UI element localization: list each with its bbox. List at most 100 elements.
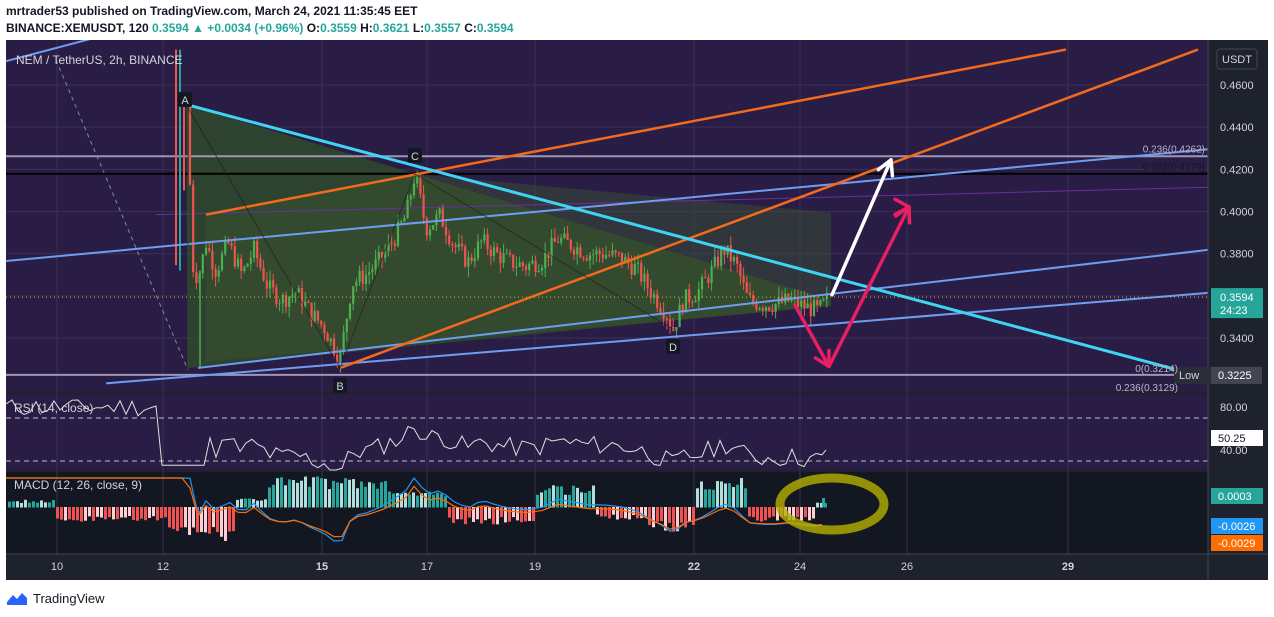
candle-body <box>252 240 256 258</box>
candle-body <box>454 244 457 248</box>
candle-body <box>723 248 726 255</box>
candle-body <box>284 295 288 307</box>
macd-histogram-bar <box>616 507 619 520</box>
macd-histogram-bar <box>284 485 287 508</box>
candle-body <box>220 253 224 271</box>
macd-histogram-bar <box>432 494 435 508</box>
fib-label: 0.236(0.4262) <box>1143 144 1205 155</box>
candle-body <box>444 226 448 236</box>
last-price-tag <box>1211 288 1263 319</box>
macd-histogram-bar <box>448 507 451 518</box>
candle-body <box>588 255 592 261</box>
candle-body <box>390 242 393 244</box>
candle-body <box>700 277 704 290</box>
candle-body <box>601 254 604 259</box>
macd-histogram-bar <box>384 481 387 508</box>
macd-histogram-bar <box>472 507 475 522</box>
close-value: 0.3594 <box>476 21 514 35</box>
candle-body <box>585 258 588 261</box>
macd-histogram-bar <box>348 479 351 508</box>
rsi-value: 50.25 <box>1218 433 1246 445</box>
candle-body <box>819 300 822 305</box>
macd-histogram-bar <box>364 486 367 508</box>
macd-histogram-bar <box>796 507 799 517</box>
macd-signal-line <box>6 477 823 538</box>
macd-histogram-bar <box>368 482 371 508</box>
candle-body <box>803 300 806 309</box>
price-change: ▲ +0.0034 (+0.96%) <box>192 21 304 35</box>
candle-body <box>201 254 204 274</box>
macd-histogram-bar <box>464 507 467 525</box>
candle-body <box>684 289 688 313</box>
macd-histogram-bar <box>660 507 663 522</box>
candle-body <box>646 273 649 288</box>
candle-body <box>528 263 531 270</box>
candle-body <box>476 241 480 259</box>
candle-body <box>438 208 441 215</box>
macd-value-signal: -0.0029 <box>1218 538 1255 550</box>
macd-histogram-bar <box>208 507 211 534</box>
macd-histogram-bar <box>480 507 483 524</box>
candle-body <box>499 252 502 264</box>
candle-body <box>518 262 521 267</box>
macd-histogram-bar <box>296 482 299 508</box>
candle-body <box>697 289 700 301</box>
macd-histogram-bar <box>640 507 643 519</box>
macd-histogram-bar <box>256 500 259 508</box>
candle-body <box>764 307 768 311</box>
candle-body <box>713 256 716 267</box>
candle-body <box>572 249 576 255</box>
candle-body <box>422 194 425 219</box>
candle-body <box>364 274 368 284</box>
rsi-pane[interactable] <box>6 395 1208 470</box>
price-axis-tick: 0.4200 <box>1220 164 1254 176</box>
candle-body <box>288 296 291 307</box>
candle-body <box>800 300 803 307</box>
candle-body <box>355 281 358 287</box>
macd-histogram-bar <box>156 507 159 521</box>
symbol-name: BINANCE:XEMUSDT, 120 <box>6 21 149 35</box>
candle-body <box>227 240 230 244</box>
macd-histogram-bar <box>664 507 667 531</box>
macd-histogram-bar <box>768 507 771 518</box>
macd-histogram-bar <box>460 507 463 520</box>
macd-histogram-bar <box>820 502 823 508</box>
macd-histogram-bar <box>644 507 647 517</box>
candle-body <box>291 294 294 297</box>
candle-body <box>659 308 662 313</box>
price-axis-tick: 0.4000 <box>1220 207 1254 219</box>
macd-histogram-bar <box>452 507 455 523</box>
chart-area[interactable]: RSI (14, close) MACD (12, 26, close, 9) … <box>6 40 1268 580</box>
price-axis-tick: 0.4600 <box>1220 80 1254 92</box>
macd-histogram-bar <box>240 498 243 508</box>
candle-body <box>208 248 211 251</box>
macd-histogram-bar <box>484 507 487 521</box>
macd-histogram-bar <box>68 507 71 520</box>
macd-histogram-bar <box>372 483 375 508</box>
rsi-axis-tick: 40.00 <box>1220 445 1248 457</box>
tradingview-footer[interactable]: TradingView <box>6 589 105 607</box>
candle-body <box>428 229 432 236</box>
candle-body <box>470 257 473 261</box>
price-axis-tick: 0.3400 <box>1220 333 1254 345</box>
candle-body <box>739 263 742 277</box>
macd-histogram-bar <box>752 507 755 518</box>
candle-body <box>617 252 620 254</box>
candle-body <box>435 214 438 226</box>
candle-body <box>742 276 745 283</box>
pink-arrow-up <box>827 205 911 369</box>
macd-histogram-bar <box>316 476 319 508</box>
candle-body <box>451 244 454 246</box>
candle-body <box>448 235 451 245</box>
high-value: 0.3621 <box>372 21 410 35</box>
macd-histogram-bar <box>32 501 35 508</box>
macd-histogram-bar <box>740 478 743 508</box>
macd-histogram-bar <box>336 482 339 508</box>
candle-body <box>796 296 800 307</box>
candle-body <box>332 338 336 355</box>
candle-body <box>345 318 348 333</box>
macd-histogram-bar <box>172 507 175 529</box>
candle-body <box>256 240 259 259</box>
channel-fill <box>206 173 831 362</box>
macd-histogram-bar <box>440 493 443 508</box>
